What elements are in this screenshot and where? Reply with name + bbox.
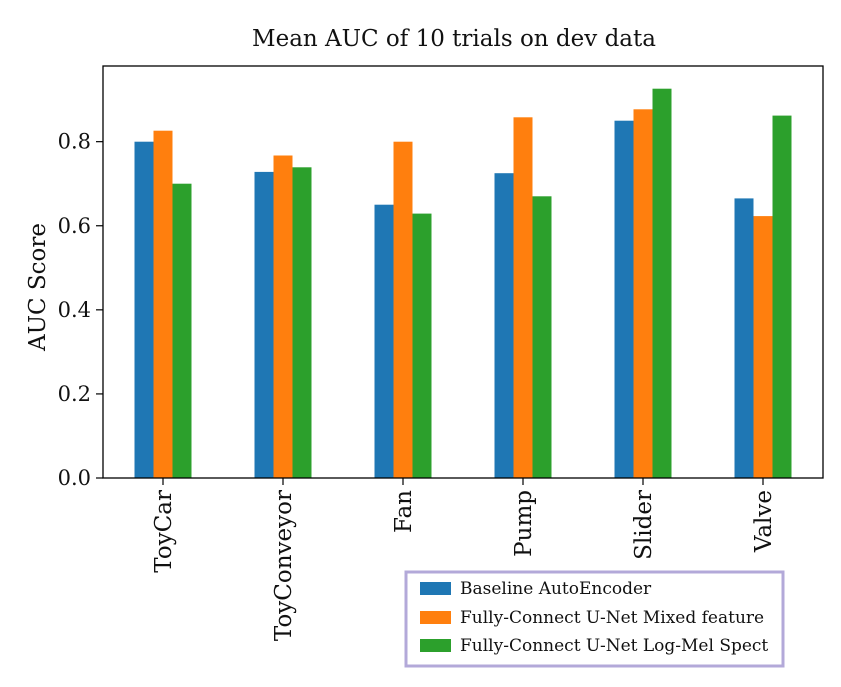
- bar-mixed-toycar: [153, 130, 173, 478]
- legend-label-baseline: Baseline AutoEncoder: [460, 579, 652, 599]
- legend-swatch-baseline: [420, 582, 451, 595]
- x-ticks-group: ToyCar ToyConveyor Fan Pump Slider Valve: [151, 478, 777, 641]
- bar-baseline-toycar: [134, 141, 154, 478]
- bar-baseline-slider: [614, 120, 634, 478]
- bar-baseline-pump: [494, 173, 514, 478]
- legend-swatch-logmel: [420, 639, 451, 652]
- x-tick-label-toycar: ToyCar: [151, 490, 177, 573]
- y-axis-label: AUC Score: [25, 223, 51, 352]
- x-tick-label-valve: Valve: [751, 490, 777, 553]
- y-tick-label: 0.6: [58, 214, 91, 238]
- x-tick-label-toyconveyor: ToyConveyor: [271, 490, 297, 641]
- legend-label-logmel: Fully-Connect U-Net Log-Mel Spect: [460, 636, 768, 656]
- bar-logmel-pump: [532, 196, 552, 479]
- bar-mixed-valve: [753, 216, 773, 478]
- y-tick-label: 0.2: [58, 382, 91, 406]
- bar-logmel-toyconveyor: [292, 167, 312, 479]
- x-tick-label-slider: Slider: [631, 490, 657, 560]
- bar-mixed-fan: [393, 141, 413, 478]
- x-tick-label-fan: Fan: [391, 490, 417, 533]
- bar-logmel-toycar: [172, 183, 192, 478]
- bar-logmel-fan: [412, 213, 432, 478]
- legend: Baseline AutoEncoder Fully-Connect U-Net…: [404, 570, 785, 668]
- bar-mixed-slider: [633, 109, 653, 479]
- legend-label-mixed: Fully-Connect U-Net Mixed feature: [460, 608, 764, 628]
- bar-logmel-slider: [652, 88, 672, 478]
- bar-baseline-valve: [734, 198, 754, 478]
- bars-group: [134, 88, 792, 479]
- bar-baseline-toyconveyor: [254, 171, 274, 478]
- bar-baseline-fan: [374, 204, 394, 478]
- chart-title: Mean AUC of 10 trials on dev data: [252, 26, 656, 52]
- y-ticks-group: 0.0 0.2 0.4 0.6 0.8: [58, 130, 103, 490]
- bar-mixed-toyconveyor: [273, 155, 293, 478]
- bar-logmel-valve: [772, 115, 792, 478]
- legend-box: [404, 570, 785, 668]
- legend-swatch-mixed: [420, 611, 451, 624]
- x-tick-label-pump: Pump: [511, 490, 537, 557]
- plot-frame: [102, 65, 824, 479]
- y-tick-label: 0.8: [58, 130, 91, 154]
- y-tick-label: 0.4: [58, 298, 91, 322]
- y-tick-label: 0.0: [58, 466, 91, 490]
- bar-mixed-pump: [513, 117, 533, 479]
